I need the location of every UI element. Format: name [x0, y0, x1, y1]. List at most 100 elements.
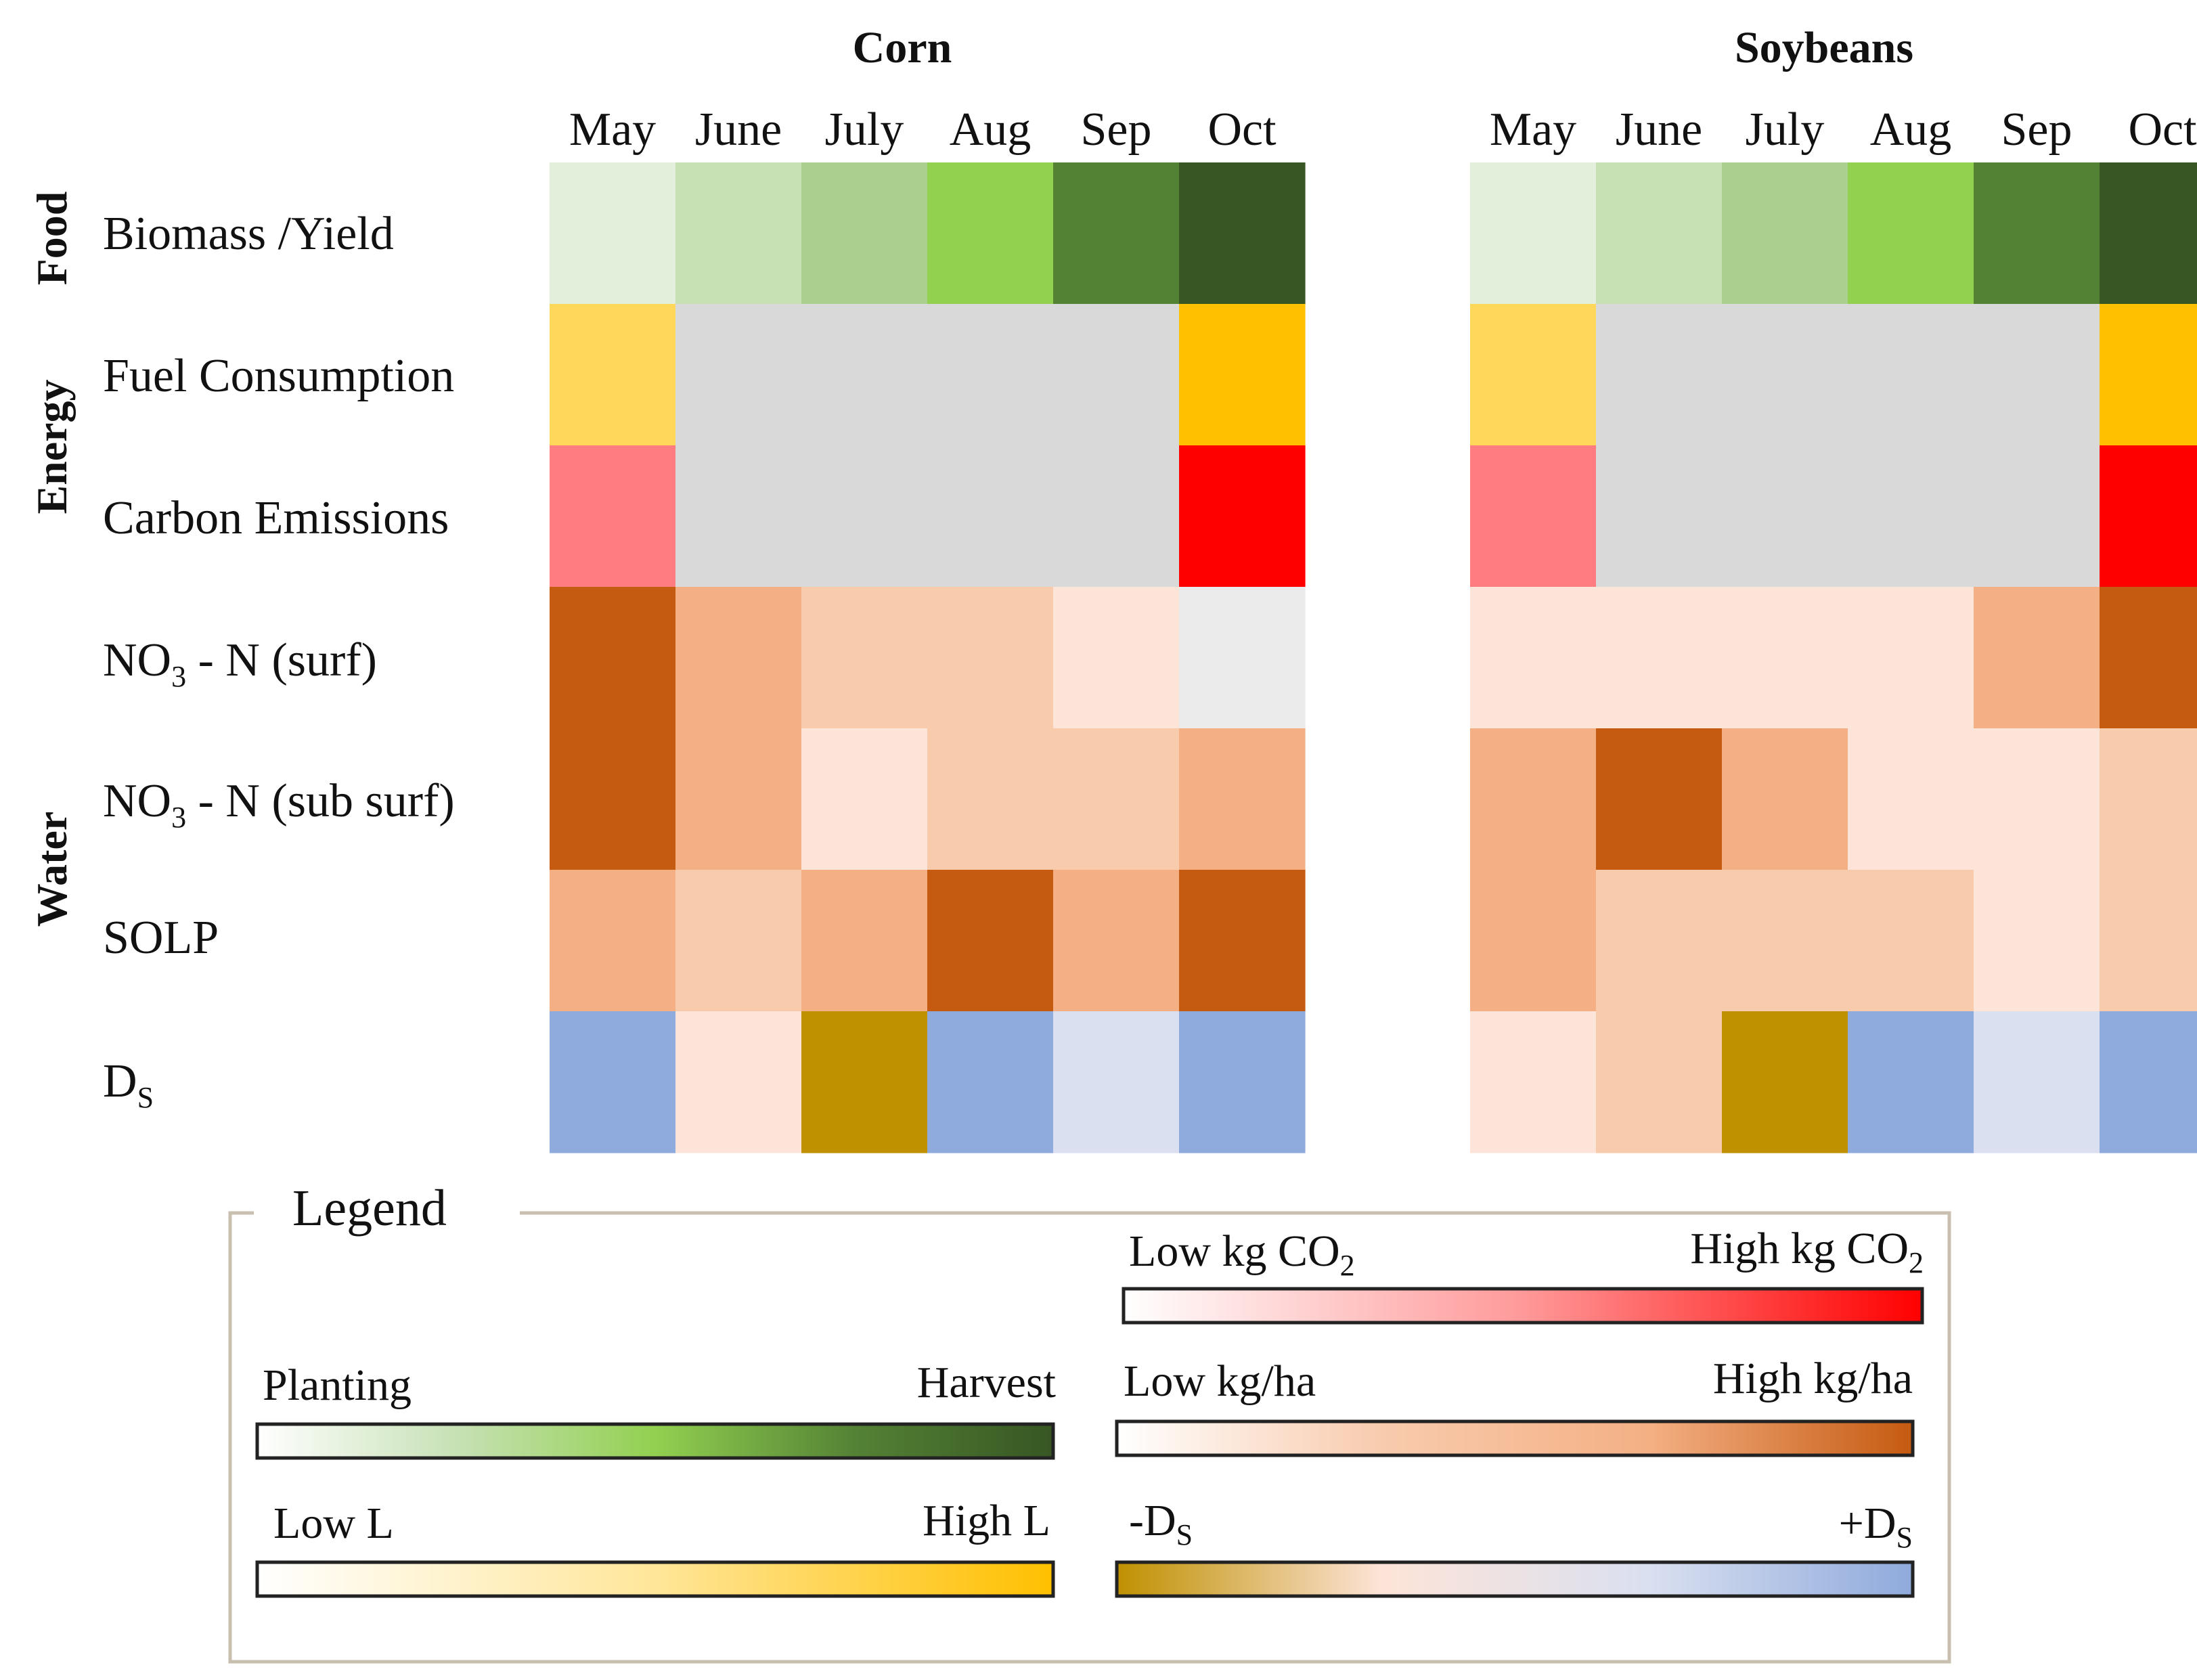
- heatmap-cells: [550, 162, 2197, 1153]
- legend-ds-low-label: -DS: [1129, 1496, 1193, 1551]
- row-label-fuel-consumption: Fuel Consumption: [103, 350, 454, 402]
- corn-cell-r6-june: [675, 1011, 802, 1153]
- panel-title-soybeans: Soybeans: [1735, 23, 1913, 72]
- corn-cell-r1-sep: [1053, 304, 1180, 446]
- corn-month-july: July: [825, 104, 904, 156]
- corn-cell-r3-oct: [1179, 587, 1306, 729]
- soybeans-cell-r0-july: [1722, 162, 1848, 305]
- corn-cell-r2-june: [675, 445, 802, 588]
- soybeans-month-oct: Oct: [2128, 104, 2197, 156]
- legend-ds-high-label: +DS: [1839, 1499, 1913, 1554]
- soybeans-cell-r6-aug: [1848, 1011, 1974, 1153]
- row-label-carbon-emissions: Carbon Emissions: [103, 492, 449, 544]
- soybeans-cell-r5-sep: [1974, 870, 2100, 1012]
- corn-cell-r0-oct: [1179, 162, 1306, 305]
- soybeans-month-july: July: [1746, 104, 1825, 156]
- soybeans-cell-r0-may: [1470, 162, 1597, 305]
- corn-cell-r2-aug: [927, 445, 1054, 588]
- legend-growth-colorbar-outline: [255, 1422, 1055, 1460]
- soybeans-cell-r1-oct: [2100, 304, 2197, 446]
- soybeans-month-june: June: [1616, 104, 1702, 156]
- soybeans-cell-r6-june: [1596, 1011, 1723, 1153]
- corn-cell-r2-sep: [1053, 445, 1180, 588]
- soybeans-cell-r2-sep: [1974, 445, 2100, 588]
- legend: Legend Low kg CO2 High kg CO2 Planting H…: [228, 1180, 1951, 1664]
- corn-cell-r3-aug: [927, 587, 1054, 729]
- soybeans-cell-r6-may: [1470, 1011, 1597, 1153]
- soybeans-cell-r1-may: [1470, 304, 1597, 446]
- soybeans-cell-r1-aug: [1848, 304, 1974, 446]
- soybeans-cell-r0-oct: [2100, 162, 2197, 305]
- soybeans-cell-r2-july: [1722, 445, 1848, 588]
- month-headers: May June July Aug Sep Oct May June July Aug Sep Oct: [569, 104, 2197, 156]
- soybeans-cell-r4-sep: [1974, 728, 2100, 870]
- corn-month-oct: Oct: [1207, 104, 1277, 156]
- corn-cell-r5-may: [550, 870, 676, 1012]
- soybeans-cell-r4-june: [1596, 728, 1723, 870]
- soybeans-cell-r0-june: [1596, 162, 1723, 305]
- legend-nutrient-high-label: High kg/ha: [1713, 1354, 1913, 1403]
- legend-growth-colorbar: [257, 1424, 1053, 1458]
- corn-cell-r6-may: [550, 1011, 676, 1153]
- row-label-ds: DS: [103, 1055, 154, 1114]
- group-label-water: Water: [28, 812, 76, 927]
- soybeans-cell-r3-june: [1596, 587, 1723, 729]
- soybeans-cell-r4-oct: [2100, 728, 2197, 870]
- corn-cell-r0-sep: [1053, 162, 1180, 305]
- corn-cell-r6-july: [801, 1011, 928, 1153]
- soybeans-cell-r3-oct: [2100, 587, 2197, 729]
- corn-cell-r5-july: [801, 870, 928, 1012]
- legend-frame: [228, 1211, 1951, 1664]
- corn-cell-r0-may: [550, 162, 676, 305]
- corn-cell-r1-may: [550, 304, 676, 446]
- legend-carbon-colorbar: [1124, 1289, 1922, 1323]
- corn-cell-r2-july: [801, 445, 928, 588]
- soybeans-cell-r4-may: [1470, 728, 1597, 870]
- row-label-no3-n-sub-surf: NO3 - N (sub surf): [103, 775, 455, 834]
- corn-cell-r5-june: [675, 870, 802, 1012]
- legend-carbon-low-label: Low kg CO2: [1129, 1226, 1355, 1282]
- soybeans-cell-r1-june: [1596, 304, 1723, 446]
- soybeans-cell-r5-july: [1722, 870, 1848, 1012]
- row-label-biomass-yield: Biomass /Yield: [103, 208, 394, 260]
- legend-ds-colorbar-outline: [1115, 1560, 1915, 1598]
- corn-cell-r3-june: [675, 587, 802, 729]
- corn-cell-r5-oct: [1179, 870, 1306, 1012]
- soybeans-cell-r2-june: [1596, 445, 1723, 588]
- row-label-no3-n-surf: NO3 - N (surf): [103, 634, 377, 693]
- corn-cell-r4-aug: [927, 728, 1054, 870]
- soybeans-cell-r1-sep: [1974, 304, 2100, 446]
- legend-fuel-colorbar: [257, 1562, 1053, 1596]
- soybeans-cell-r0-aug: [1848, 162, 1974, 305]
- corn-cell-r1-aug: [927, 304, 1054, 446]
- corn-cell-r1-oct: [1179, 304, 1306, 446]
- soybeans-cell-r5-aug: [1848, 870, 1974, 1012]
- soybeans-cell-r0-sep: [1974, 162, 2100, 305]
- legend-fuel-colorbar-outline: [255, 1560, 1055, 1598]
- soybeans-month-sep: Sep: [2001, 104, 2072, 156]
- soybeans-cell-r4-july: [1722, 728, 1848, 870]
- corn-cell-r4-oct: [1179, 728, 1306, 870]
- legend-nutrient-colorbar: [1117, 1421, 1913, 1455]
- legend-nutrient-colorbar-outline: [1115, 1419, 1915, 1457]
- soybeans-cell-r6-sep: [1974, 1011, 2100, 1153]
- corn-cell-r0-aug: [927, 162, 1054, 305]
- corn-cell-r6-oct: [1179, 1011, 1306, 1153]
- soybeans-month-aug: Aug: [1870, 104, 1952, 156]
- corn-cell-r5-sep: [1053, 870, 1180, 1012]
- soybeans-cell-r6-oct: [2100, 1011, 2197, 1153]
- row-labels: Biomass /Yield Fuel Consumption Carbon E…: [103, 208, 455, 1114]
- corn-cell-r6-sep: [1053, 1011, 1180, 1153]
- corn-cell-r4-june: [675, 728, 802, 870]
- legend-nutrient-low-label: Low kg/ha: [1124, 1356, 1316, 1406]
- corn-month-may: May: [569, 104, 656, 156]
- legend-title: Legend: [292, 1180, 447, 1237]
- corn-cell-r3-may: [550, 587, 676, 729]
- soybeans-cell-r2-oct: [2100, 445, 2197, 588]
- corn-month-aug: Aug: [950, 104, 1031, 156]
- group-labels: Food Energy Water: [28, 192, 76, 927]
- corn-cell-r1-june: [675, 304, 802, 446]
- corn-cell-r6-aug: [927, 1011, 1054, 1153]
- group-label-energy: Energy: [28, 379, 76, 514]
- corn-cell-r0-july: [801, 162, 928, 305]
